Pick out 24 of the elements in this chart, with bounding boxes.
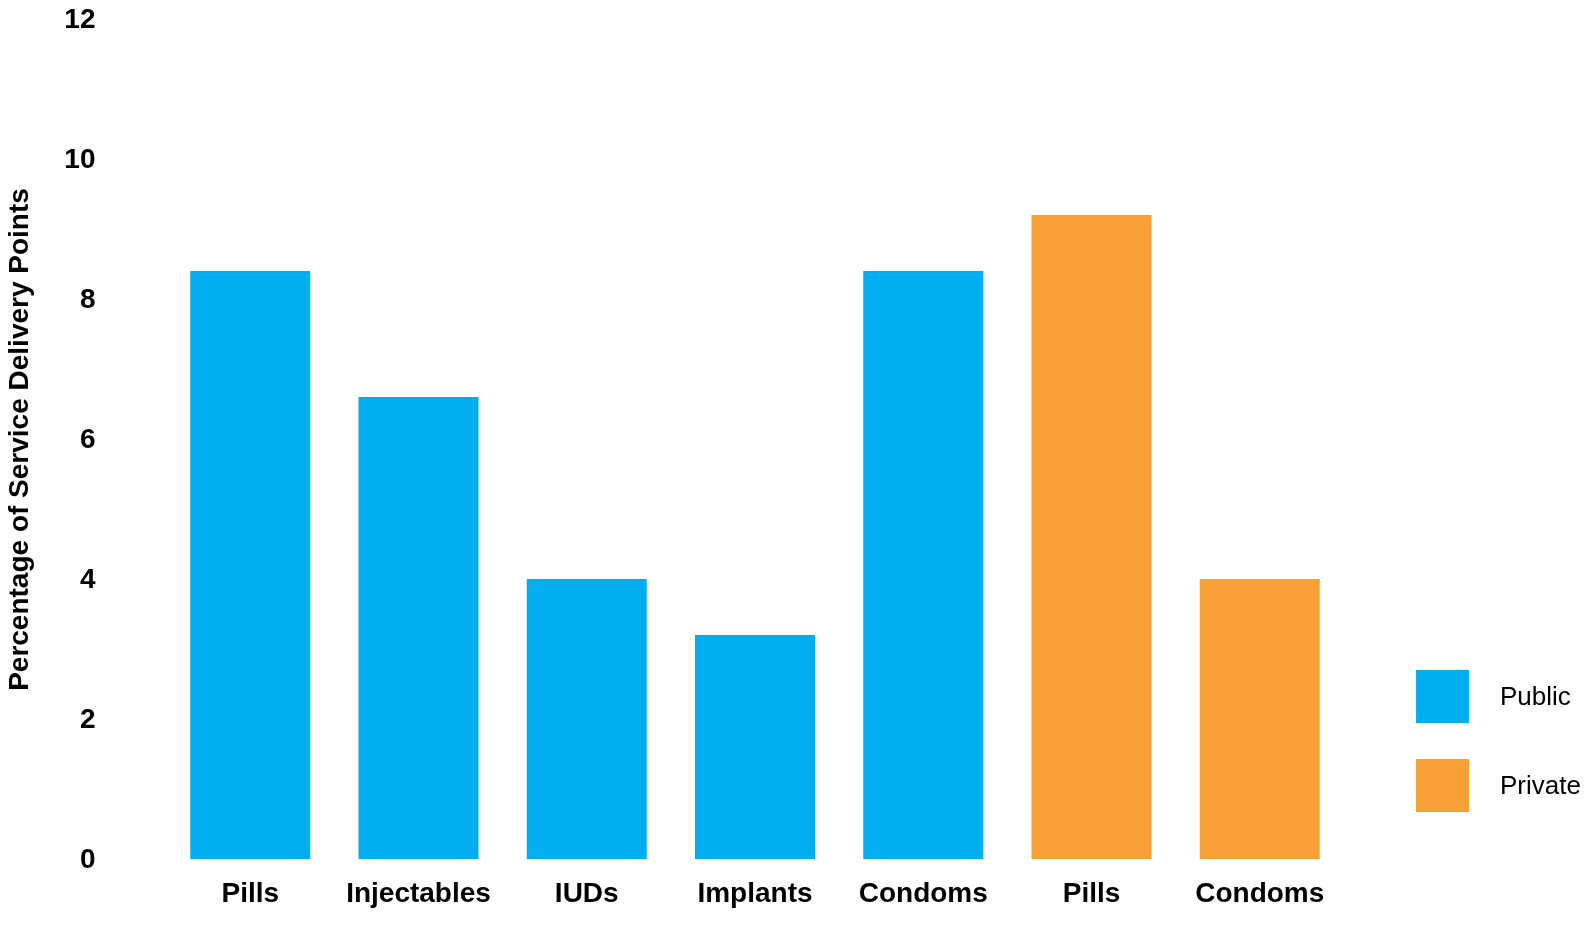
- x-tick-label: Implants: [697, 876, 813, 908]
- bar: [863, 271, 984, 859]
- y-tick-label: 10: [64, 142, 96, 174]
- x-tick-label: Condoms: [858, 876, 988, 908]
- x-tick-label: Injectables: [346, 876, 491, 908]
- bar: [1199, 579, 1320, 859]
- bar: [358, 397, 479, 859]
- y-axis-title: Percentage of Service Delivery Points: [3, 188, 35, 691]
- legend-label: Private: [1500, 769, 1581, 800]
- legend-label: Public: [1500, 680, 1571, 711]
- bar: [695, 635, 815, 859]
- y-tick-label: 12: [64, 2, 96, 34]
- x-tick-label: Pills: [1062, 876, 1121, 908]
- y-tick-label: 4: [79, 562, 96, 594]
- bar: [190, 271, 311, 859]
- y-tick-label: 6: [79, 422, 96, 454]
- x-tick-label: Condoms: [1195, 876, 1325, 908]
- y-tick-label: 8: [79, 282, 96, 314]
- bar: [526, 579, 647, 859]
- y-tick-label: 0: [79, 842, 96, 874]
- x-tick-label: Pills: [221, 876, 280, 908]
- x-tick-label: IUDs: [554, 876, 619, 908]
- y-tick-label: 2: [79, 702, 96, 734]
- bar: [1031, 215, 1152, 859]
